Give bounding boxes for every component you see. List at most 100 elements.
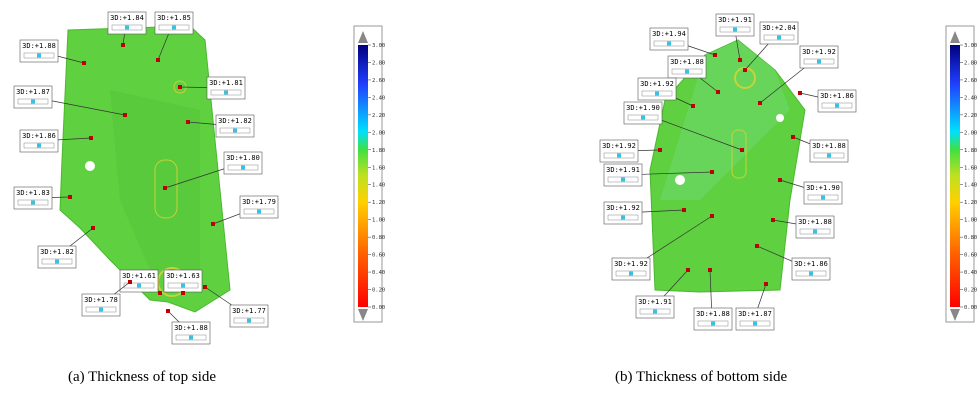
label-bar-fill [247, 319, 251, 323]
point [203, 285, 207, 289]
label-bar-fill [233, 129, 237, 133]
point [123, 113, 127, 117]
point [121, 43, 125, 47]
colorbar-tick-label: 0.20 [964, 288, 977, 294]
label-bar-fill [621, 216, 625, 220]
caption: (a) Thickness of top side [68, 369, 216, 385]
colorbar-tick-label: 3.00 [372, 43, 385, 49]
label-bar-fill [241, 166, 245, 170]
colorbar-tick-label: 0.00 [372, 305, 385, 311]
label-text: 3D:+1.90 [806, 184, 840, 192]
label-bar-fill [667, 42, 671, 46]
colorbar-tick-label: 1.60 [372, 165, 385, 171]
hole [675, 175, 685, 185]
point [68, 195, 72, 199]
figure: 3D:+1.84 3D:+1.85 3D:+1.88 3D:+1.81 3D:+1.87… [0, 0, 980, 403]
colorbar-tick-label: 1.40 [372, 183, 385, 189]
label-text: 3D:+1.92 [802, 48, 836, 56]
point [166, 309, 170, 313]
colorbar-tick-label: 1.20 [372, 200, 385, 206]
colorbar-tick-label: 1.00 [964, 218, 977, 224]
colorbar-tick-label: 0.80 [372, 235, 385, 241]
label-text: 3D:+1.82 [40, 248, 74, 256]
point [163, 186, 167, 190]
colorbar-tick-label: 1.00 [372, 218, 385, 224]
label-text: 3D:+1.85 [157, 14, 191, 22]
point [89, 136, 93, 140]
colorbar-tick-label: 2.20 [964, 113, 977, 119]
point [708, 268, 712, 272]
label-text: 3D:+1.91 [638, 298, 672, 306]
point [91, 226, 95, 230]
point [128, 280, 132, 284]
label-text: 3D:+1.92 [640, 80, 674, 88]
label-bar-fill [809, 272, 813, 276]
colorbar-tick-label: 2.60 [964, 78, 977, 84]
label-bar-fill [137, 284, 141, 288]
label-bar-fill [181, 284, 185, 288]
label-text: 3D:+1.88 [696, 310, 730, 318]
label-bar-fill [37, 144, 41, 148]
colorbar-tick-label: 1.40 [964, 183, 977, 189]
label-bar-fill [621, 178, 625, 182]
point [691, 104, 695, 108]
label-text: 3D:+1.83 [16, 189, 50, 197]
colorbar-tick-label: 2.80 [964, 60, 977, 66]
label-bar-fill [189, 336, 193, 340]
label-text: 3D:+1.86 [820, 92, 854, 100]
point [686, 268, 690, 272]
label-bar-fill [99, 308, 103, 312]
label-bar-fill [817, 60, 821, 64]
colorbar-tick-label: 1.60 [964, 165, 977, 171]
point [738, 58, 742, 62]
label-text: 3D:+1.77 [232, 307, 266, 315]
label-bar-fill [31, 100, 35, 104]
colorbar-tick-label: 0.60 [372, 253, 385, 259]
point [743, 68, 747, 72]
label-text: 3D:+1.79 [242, 198, 276, 206]
label-text: 3D:+1.92 [614, 260, 648, 268]
colorbar-tick-label: 1.20 [964, 200, 977, 206]
point [758, 101, 762, 105]
hole [776, 114, 784, 122]
colorbar [950, 45, 960, 307]
point [710, 214, 714, 218]
label-text: 3D:+2.04 [762, 24, 796, 32]
label-text: 3D:+1.87 [738, 310, 772, 318]
colorbar-tick-label: 2.40 [964, 95, 977, 101]
colorbar [358, 45, 368, 307]
point [658, 148, 662, 152]
colorbar-tick-label: 2.80 [372, 60, 385, 66]
point [181, 291, 185, 295]
label-text: 3D:+1.84 [110, 14, 144, 22]
colorbar-tick-label: 0.60 [964, 253, 977, 259]
colorbar-tick-label: 0.20 [372, 288, 385, 294]
label-bar-fill [777, 36, 781, 40]
label-text: 3D:+1.88 [670, 58, 704, 66]
hole [85, 161, 95, 171]
label-bar-fill [172, 26, 176, 30]
colorbar-tick-label: 2.00 [964, 130, 977, 136]
point [710, 170, 714, 174]
point [713, 53, 717, 57]
point [156, 58, 160, 62]
label-bar-fill [224, 91, 228, 95]
label-bar-fill [37, 54, 41, 58]
point [798, 91, 802, 95]
label-text: 3D:+1.91 [606, 166, 640, 174]
colorbar-tick-label: 3.00 [964, 43, 977, 49]
label-text: 3D:+1.92 [602, 142, 636, 150]
point [158, 291, 162, 295]
colorbar-tick-label: 0.80 [964, 235, 977, 241]
label-text: 3D:+1.92 [606, 204, 640, 212]
point [716, 90, 720, 94]
label-bar-fill [125, 26, 129, 30]
label-text: 3D:+1.87 [16, 88, 50, 96]
point [764, 282, 768, 286]
label-text: 3D:+1.81 [209, 79, 243, 87]
point [211, 222, 215, 226]
colorbar-tick-label: 2.60 [372, 78, 385, 84]
label-text: 3D:+1.80 [226, 154, 260, 162]
label-bar-fill [655, 92, 659, 96]
colorbar-tick-label: 2.00 [372, 130, 385, 136]
